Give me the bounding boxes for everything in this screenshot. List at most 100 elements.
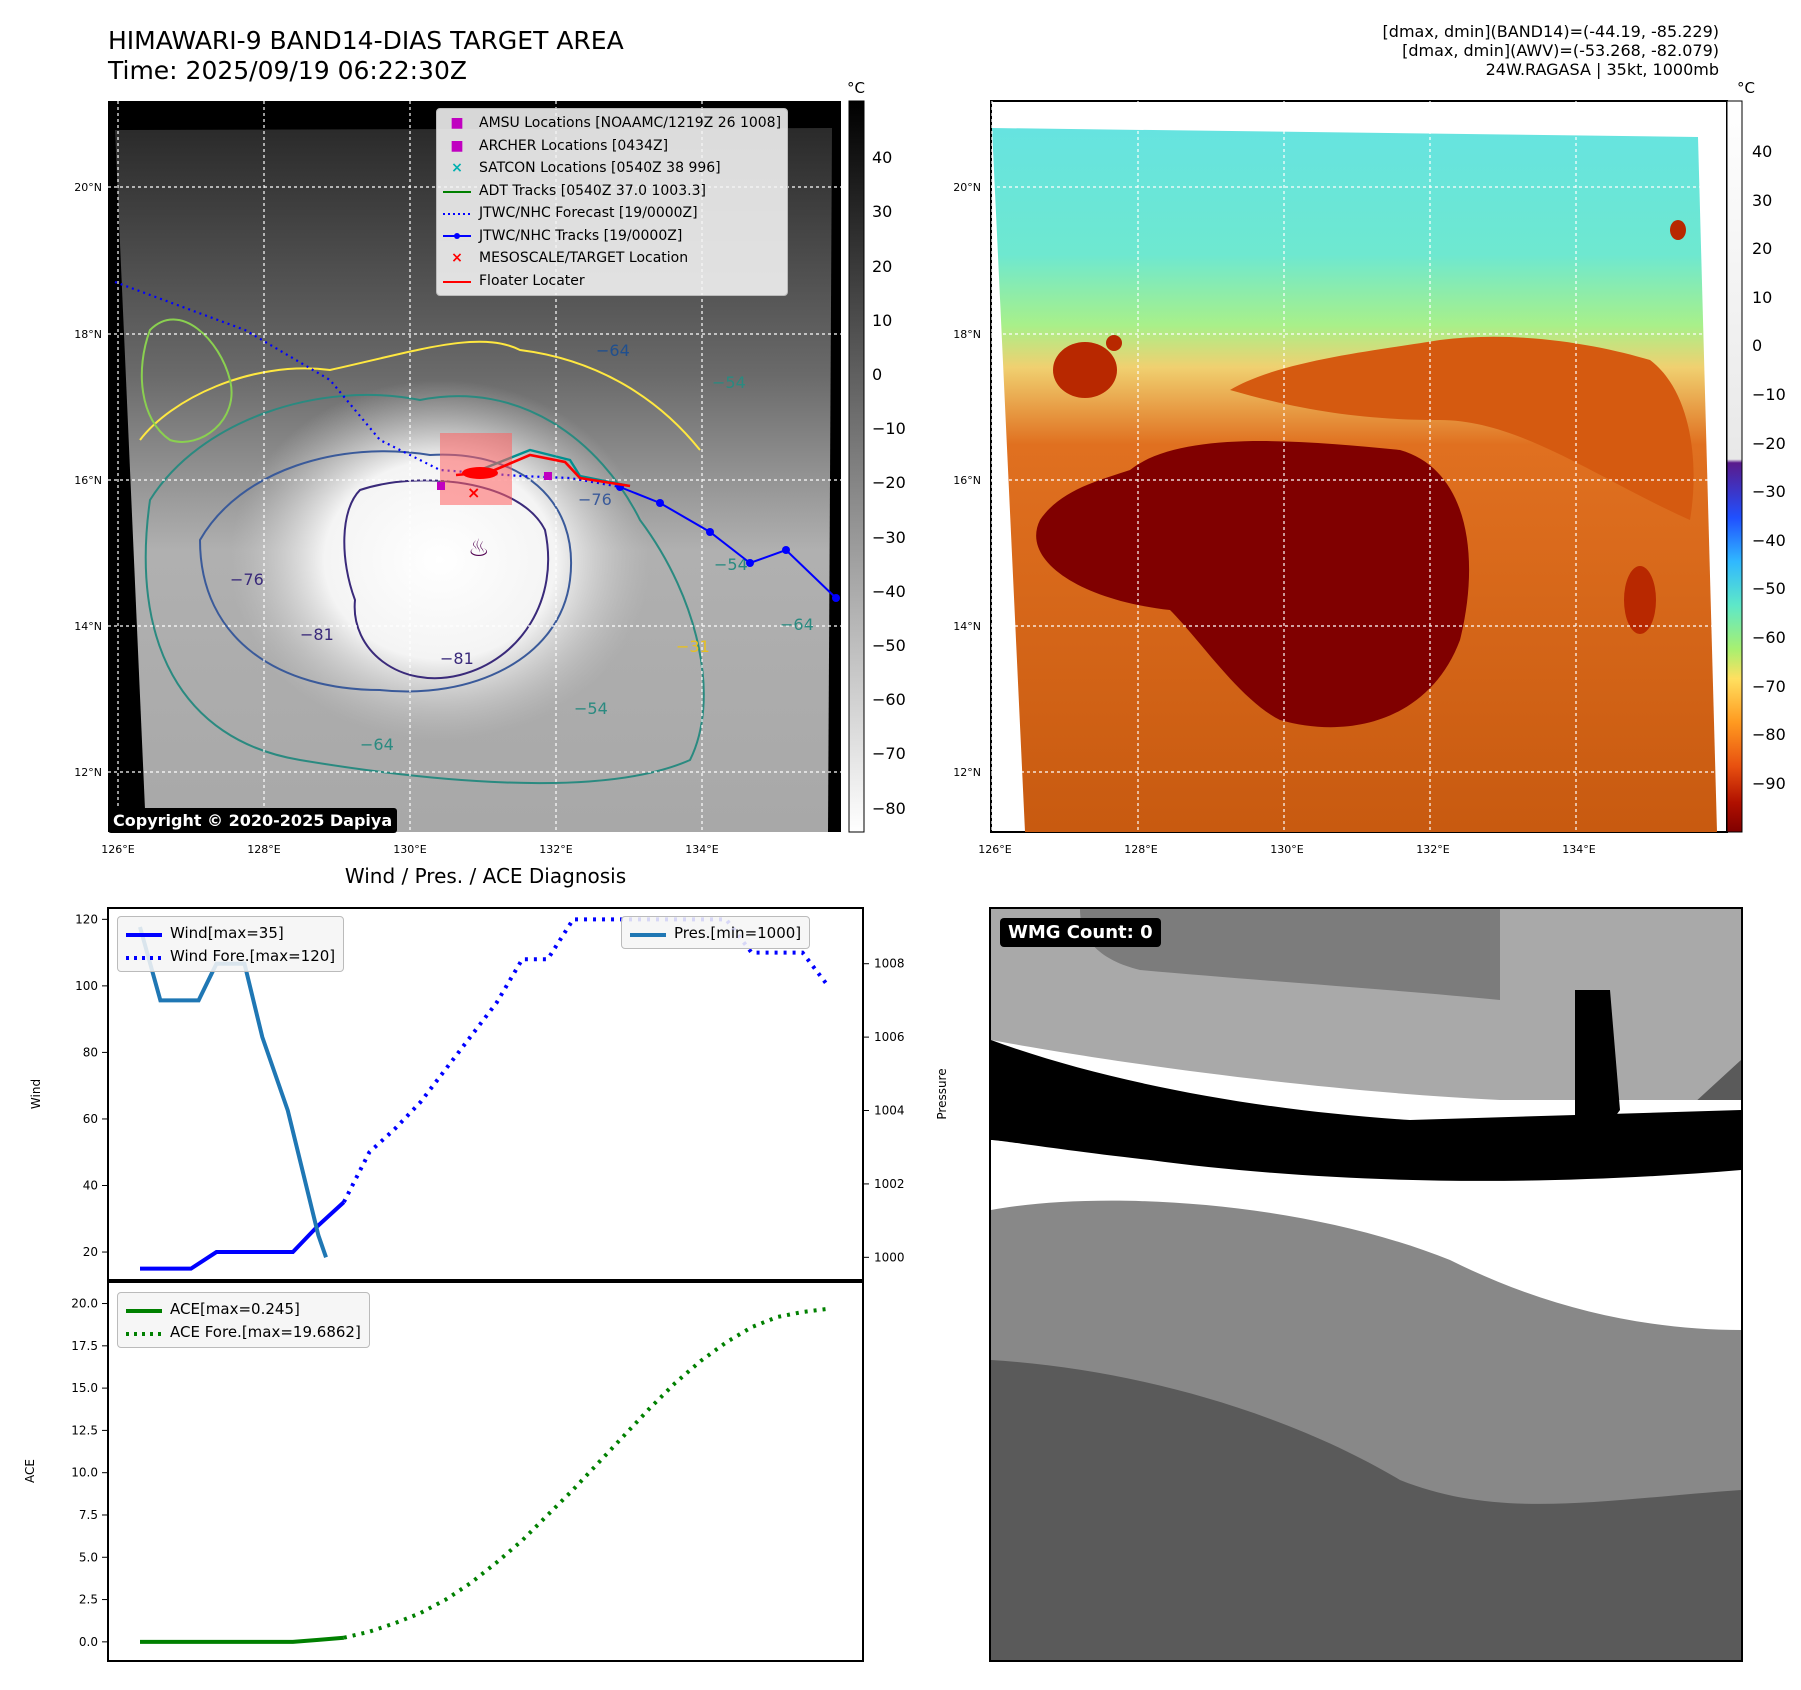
ir-colorbar-unit: °C	[847, 79, 865, 97]
legend-item: ACE[max=0.245]	[126, 1297, 361, 1320]
contour-labels: −64 −54 −76 −76 −81 −81 −54 −64 −54 −64 …	[230, 341, 814, 754]
dotted-line-icon	[443, 205, 471, 221]
wmg-zone-black-column	[1575, 990, 1620, 1150]
contour-minus-64	[198, 450, 573, 693]
colorbar-tick: −40	[872, 582, 906, 601]
lat-label: 16°N	[953, 474, 981, 487]
legend-item: JTWC/NHC Forecast [19/0000Z]	[443, 202, 781, 225]
colorbar-tick: −60	[872, 690, 906, 709]
colorbar-tick: −70	[872, 744, 906, 763]
wind-y-label: Wind	[29, 1079, 43, 1109]
contour-label: −64	[596, 341, 630, 360]
legend-label: AMSU Locations [NOAAMC/1219Z 26 1008]	[479, 115, 782, 132]
pressure-tick-label: 1004	[874, 1104, 905, 1118]
meta-awv-range: [dmax, dmin](AWV)=(-53.268, -82.079)	[1402, 41, 1719, 60]
dotted-line-icon	[126, 947, 162, 965]
lon-label: 134°E	[685, 843, 718, 856]
legend-item: ADT Tracks [0540Z 37.0 1003.3]	[443, 180, 781, 203]
legend-item: Wind[max=35]	[126, 921, 335, 944]
wmg-count-badge: WMG Count: 0	[1000, 918, 1161, 947]
lon-label: 132°E	[1416, 843, 1449, 856]
legend-label: JTWC/NHC Tracks [19/0000Z]	[479, 227, 683, 244]
lat-label: 14°N	[74, 620, 102, 633]
square-marker-icon: ■	[450, 115, 464, 132]
lon-label: 126°E	[978, 843, 1011, 856]
lat-label: 20°N	[953, 181, 981, 194]
pressure-tick-label: 1006	[874, 1030, 905, 1044]
ir-cloud-core	[230, 380, 650, 740]
ir-colorbar: °C 40 30 20 10 0 −10 −20 −30 −40 −50 −60…	[847, 79, 906, 833]
legend-item: ■ ARCHER Locations [0434Z]	[443, 135, 781, 158]
colorbar-tick: −10	[1752, 385, 1786, 404]
page-title: HIMAWARI-9 BAND14-DIAS TARGET AREA	[108, 26, 624, 55]
colorbar-tick: 0	[872, 365, 882, 384]
legend-label: Wind[max=35]	[170, 923, 284, 942]
lat-label: 18°N	[953, 328, 981, 341]
header-title-block: HIMAWARI-9 BAND14-DIAS TARGET AREA Time:…	[108, 26, 624, 86]
wmg-zone-black-band	[991, 1040, 1741, 1181]
wind-tick-label: 40	[83, 1178, 98, 1192]
lon-label: 128°E	[1124, 843, 1157, 856]
colorbar-tick: −20	[872, 473, 906, 492]
lon-label: 134°E	[1562, 843, 1595, 856]
map-legend: ■ AMSU Locations [NOAAMC/1219Z 26 1008] …	[436, 108, 789, 296]
wind-pressure-chart: 20 40 60 80 100 120 1000 1002 1004 1006 1008 Wind…	[29, 907, 949, 1281]
contour-label: −76	[578, 490, 612, 509]
pressure-legend: Pres.[min=1000]	[621, 916, 811, 949]
contour-label: −54	[712, 373, 746, 392]
archer-location-marker	[544, 472, 552, 480]
contour-label: −64	[360, 735, 394, 754]
diagnosis-chart-title: Wind / Pres. / ACE Diagnosis	[344, 864, 627, 888]
lat-label: 14°N	[953, 620, 981, 633]
awv-colorbar-unit: °C	[1737, 79, 1755, 97]
lon-label: 126°E	[101, 843, 134, 856]
ace-y-label: ACE	[23, 1459, 37, 1483]
lon-label: 130°E	[1270, 843, 1303, 856]
ace-legend: ACE[max=0.245] ACE Fore.[max=19.6862]	[117, 1292, 370, 1348]
colorbar-tick: −50	[872, 636, 906, 655]
meta-band14-range: [dmax, dmin](BAND14)=(-44.19, -85.229)	[1382, 22, 1719, 41]
x-marker-icon: ×	[451, 160, 463, 177]
colorbar-tick: −50	[1752, 579, 1786, 598]
awv-map-lat-labels: 20°N 18°N 16°N 14°N 12°N	[953, 181, 981, 779]
awv-colorbar-ticks: 40 30 20 10 0 −10 −20 −30 −40 −50 −60 −7…	[1752, 142, 1786, 793]
contour-cell-west	[140, 318, 233, 443]
wind-forecast-series-line	[342, 917, 830, 1204]
header-meta-block: [dmax, dmin](BAND14)=(-44.19, -85.229) […	[1383, 22, 1719, 79]
legend-item: Pres.[min=1000]	[630, 921, 801, 944]
colorbar-tick: −60	[1752, 628, 1786, 647]
colorbar-tick: 0	[1752, 336, 1762, 355]
wind-tick-label: 100	[75, 979, 98, 993]
awv-map-lon-labels: 126°E 128°E 130°E 132°E 134°E	[978, 843, 1595, 856]
lat-label: 20°N	[74, 181, 102, 194]
legend-item: × SATCON Locations [0540Z 38 996]	[443, 157, 781, 180]
legend-label: ACE[max=0.245]	[170, 1299, 300, 1318]
legend-label: JTWC/NHC Forecast [19/0000Z]	[479, 205, 698, 222]
awv-colorbar: °C 40 30 20 10 0 −10 −20 −30 −40 −50 −60…	[1726, 79, 1786, 833]
ace-series-group	[140, 1306, 829, 1644]
legend-label: Pres.[min=1000]	[674, 923, 802, 942]
jtwc-best-track	[619, 486, 839, 601]
ace-y-ticks: 0.0 2.5 5.0 7.5 10.0 12.5 15.0 17.5 20.0	[71, 1297, 108, 1649]
wind-series-line	[140, 1200, 346, 1271]
contour-label: −54	[574, 699, 608, 718]
colorbar-tick: 10	[1752, 288, 1772, 307]
pressure-y-label: Pressure	[935, 1068, 949, 1119]
ace-tick-label: 15.0	[71, 1381, 98, 1395]
amsu-location-marker	[437, 482, 445, 490]
colorbar-tick: 20	[872, 257, 892, 276]
wind-tick-label: 20	[83, 1245, 98, 1259]
legend-label: Floater Locater	[479, 272, 585, 289]
colorbar-tick: 40	[872, 148, 892, 167]
colorbar-tick: 10	[872, 311, 892, 330]
solid-line-icon	[630, 924, 666, 942]
contour-label: −76	[230, 570, 264, 589]
colorbar-tick: −10	[872, 419, 906, 438]
pressure-y-ticks: 1000 1002 1004 1006 1008	[863, 957, 905, 1264]
ace-tick-label: 2.5	[79, 1593, 98, 1607]
awv-band-east	[1230, 336, 1694, 520]
ace-tick-label: 10.0	[71, 1466, 98, 1480]
ace-tick-label: 5.0	[79, 1550, 98, 1564]
contour-label: −81	[440, 649, 474, 668]
